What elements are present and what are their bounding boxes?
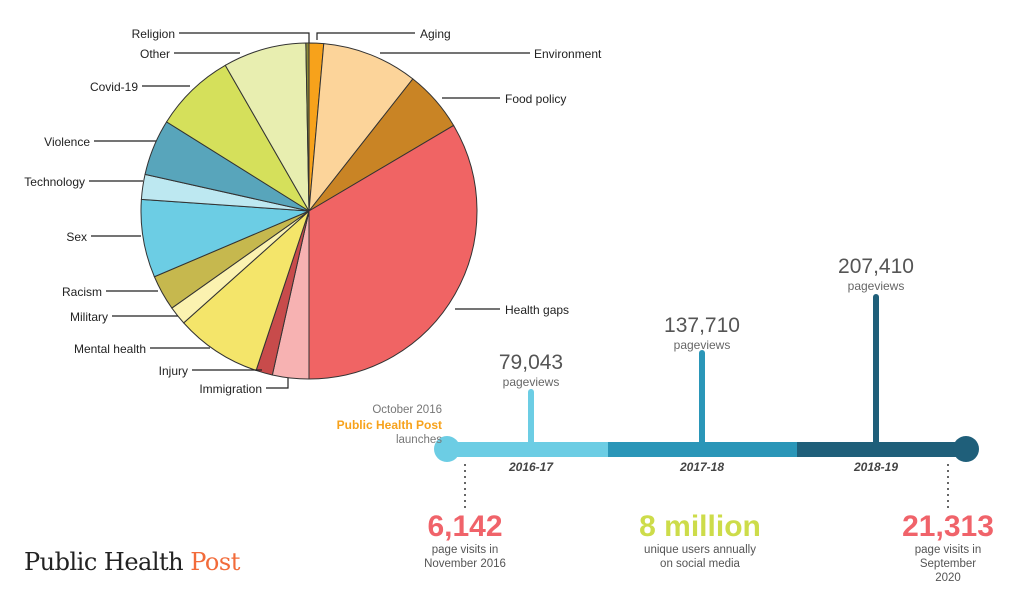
period-label: 2018-19: [853, 460, 899, 474]
timeline-segment: [797, 442, 966, 457]
pie-label: Technology: [24, 175, 85, 189]
stat-caption: page visits in: [914, 544, 982, 556]
pie-label: Sex: [66, 230, 87, 244]
pie-slice-health-gaps: [308, 124, 478, 380]
pie-label: Food policy: [505, 92, 567, 106]
timeline-start-dot: [434, 436, 460, 462]
stat-caption: page visits in: [431, 544, 499, 556]
leader-line: [316, 32, 415, 40]
period-label: 2017-18: [679, 460, 725, 474]
pie-label: Other: [139, 47, 170, 61]
leader-line: [179, 32, 310, 43]
pageviews-value: 207,410: [838, 255, 914, 278]
stat-caption: on social media: [660, 558, 740, 570]
stat-value: 21,313: [902, 510, 994, 543]
pageviews-unit: pageviews: [673, 338, 731, 352]
launch-note: October 2016 Public Health Post launches: [332, 403, 442, 448]
launch-date: October 2016: [372, 404, 442, 416]
pageviews-value: 137,710: [664, 314, 740, 337]
pie-label: Military: [70, 310, 108, 324]
launch-brand: Public Health Post: [336, 418, 442, 432]
leader-line: [266, 378, 289, 389]
pie-label: Racism: [61, 285, 102, 299]
pageviews-unit: pageviews: [847, 279, 905, 293]
stat-caption: September 2020: [919, 558, 977, 584]
logo-part2: Post: [190, 548, 240, 576]
pie-label: Violence: [44, 135, 90, 149]
public-health-post-logo: Public Health Post: [24, 548, 240, 576]
pie-label: Immigration: [199, 382, 262, 396]
pie-label: Health gaps: [505, 303, 570, 317]
pie-label: Religion: [131, 27, 175, 41]
stat-caption: November 2016: [424, 558, 506, 570]
pageviews-unit: pageviews: [502, 375, 560, 389]
pie-label: Mental health: [73, 342, 146, 356]
pie-label: Environment: [534, 47, 602, 61]
timeline-segment: [608, 442, 797, 457]
stat-value: 8 million: [639, 510, 761, 543]
pageviews-value: 79,043: [498, 351, 564, 374]
stat-caption: unique users annually: [644, 544, 756, 556]
stat-value: 6,142: [427, 510, 503, 543]
pie-label: Covid-19: [89, 80, 138, 94]
timeline-end-dot: [953, 436, 979, 462]
pie-slice-environment: [308, 43, 414, 213]
launch-text: launches: [395, 434, 442, 446]
pie-label: Aging: [420, 27, 451, 41]
period-label: 2016-17: [508, 460, 554, 474]
logo-part1: Public Health: [24, 548, 191, 576]
pie-label: Injury: [158, 364, 188, 378]
timeline-segment: [447, 442, 608, 457]
